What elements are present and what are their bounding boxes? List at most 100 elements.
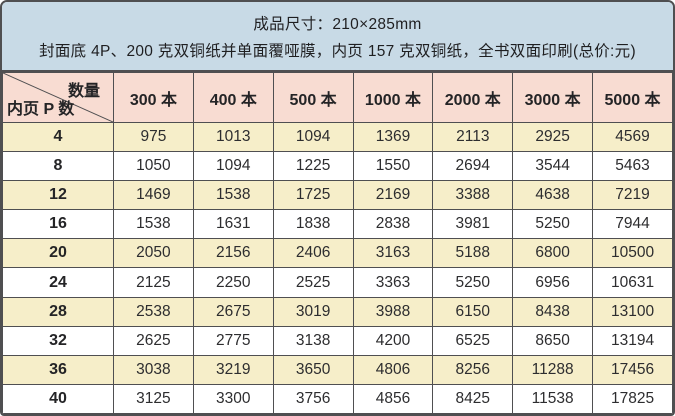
price-cell: 8438 [512,296,594,327]
price-cell: 2694 [432,151,514,182]
price-cell: 1094 [272,121,354,153]
row-header-cell: 40 [2,383,114,414]
corner-pages-label: 内页 P 数 [7,101,75,118]
column-header: 3000 本 [512,72,594,123]
spec-line-paper: 封面底 4P、200 克双铜纸并单面覆哑膜，内页 157 克双铜纸，全书双面印刷… [39,42,636,60]
price-cell: 1094 [192,151,274,182]
column-header: 400 本 [192,72,274,123]
row-header-cell: 12 [2,180,114,211]
table-row: 28 2538 2675 3019 3988 6150 8438 13100 [2,296,673,327]
price-table: 数量 内页 P 数 300 本 400 本 500 本 1000 本 2000 本 300… [2,72,673,414]
column-header: 5000 本 [592,72,673,123]
price-cell: 3138 [272,325,354,356]
price-cell: 1013 [192,121,274,153]
price-cell: 2050 [113,238,194,269]
price-cell: 1538 [113,209,194,240]
price-cell: 1369 [352,121,434,153]
price-cell: 2406 [272,238,354,269]
price-cell: 3163 [352,238,434,269]
price-cell: 4200 [352,325,434,356]
price-table-body: 4 975 1013 1094 1369 2113 2925 4569 8 1050 1094 122… [2,121,673,414]
price-cell: 2838 [352,209,434,240]
spec-line-size: 成品尺寸：210×285mm [253,15,422,33]
price-cell: 11288 [512,354,594,385]
column-header: 1000 本 [352,72,434,123]
price-cell: 3125 [113,383,194,414]
row-header-cell: 8 [2,151,114,182]
price-cell: 3300 [192,383,274,414]
price-cell: 5188 [432,238,514,269]
price-cell: 2538 [113,296,194,327]
price-cell: 4638 [512,180,594,211]
price-cell: 5250 [512,209,594,240]
price-cell: 17825 [592,383,673,414]
price-cell: 3650 [272,354,354,385]
price-cell: 1469 [113,180,194,211]
price-cell: 11538 [512,383,594,414]
price-cell: 1538 [192,180,274,211]
table-row: 32 2625 2775 3138 4200 6525 8650 13194 [2,325,673,356]
price-cell: 3544 [512,151,594,182]
price-cell: 3219 [192,354,274,385]
row-header-cell: 36 [2,354,114,385]
price-cell: 8650 [512,325,594,356]
price-cell: 4806 [352,354,434,385]
price-cell: 1725 [272,180,354,211]
price-cell: 6956 [512,267,594,298]
price-cell: 4569 [592,121,673,153]
price-cell: 2675 [192,296,274,327]
row-header-cell: 20 [2,238,114,269]
price-cell: 7219 [592,180,673,211]
price-cell: 5463 [592,151,673,182]
column-header: 500 本 [272,72,354,123]
corner-quantity-label: 数量 [67,83,100,100]
price-cell: 2250 [192,267,274,298]
price-cell: 2625 [113,325,194,356]
price-cell: 2925 [512,121,594,153]
table-row: 40 3125 3300 3756 4856 8425 11538 17825 [2,383,673,414]
row-header-cell: 24 [2,267,114,298]
table-row: 36 3038 3219 3650 4806 8256 11288 17456 [2,354,673,385]
price-cell: 4856 [352,383,434,414]
price-cell: 6525 [432,325,514,356]
table-row: 8 1050 1094 1225 1550 2694 3544 5463 [2,151,673,182]
price-cell: 975 [113,121,194,153]
price-cell: 1225 [272,151,354,182]
table-row: 12 1469 1538 1725 2169 3388 4638 7219 [2,180,673,211]
diagonal-line [3,73,113,122]
price-cell: 8256 [432,354,514,385]
row-header-cell: 4 [2,121,114,153]
price-cell: 2775 [192,325,274,356]
price-cell: 8425 [432,383,514,414]
price-cell: 3981 [432,209,514,240]
table-row: 16 1538 1631 1838 2838 3981 5250 7944 [2,209,673,240]
price-cell: 3988 [352,296,434,327]
price-cell: 3363 [352,267,434,298]
price-cell: 10631 [592,267,673,298]
price-cell: 3756 [272,383,354,414]
price-cell: 2169 [352,180,434,211]
table-row: 20 2050 2156 2406 3163 5188 6800 10500 [2,238,673,269]
table-row: 4 975 1013 1094 1369 2113 2925 4569 [2,121,673,153]
price-cell: 17456 [592,354,673,385]
price-cell: 2113 [432,121,514,153]
price-cell: 13194 [592,325,673,356]
column-header: 2000 本 [432,72,514,123]
row-header-cell: 32 [2,325,114,356]
price-cell: 6800 [512,238,594,269]
price-cell: 1550 [352,151,434,182]
price-cell: 3019 [272,296,354,327]
row-header-cell: 28 [2,296,114,327]
price-cell: 7944 [592,209,673,240]
corner-cell: 数量 内页 P 数 [2,72,114,123]
price-cell: 10500 [592,238,673,269]
price-cell: 6150 [432,296,514,327]
column-header-row: 数量 内页 P 数 300 本 400 本 500 本 1000 本 2000 本 300… [2,72,673,123]
column-header: 300 本 [113,72,194,123]
price-cell: 3388 [432,180,514,211]
price-cell: 2525 [272,267,354,298]
price-cell: 1838 [272,209,354,240]
price-cell: 3038 [113,354,194,385]
table-row: 24 2125 2250 2525 3363 5250 6956 10631 [2,267,673,298]
